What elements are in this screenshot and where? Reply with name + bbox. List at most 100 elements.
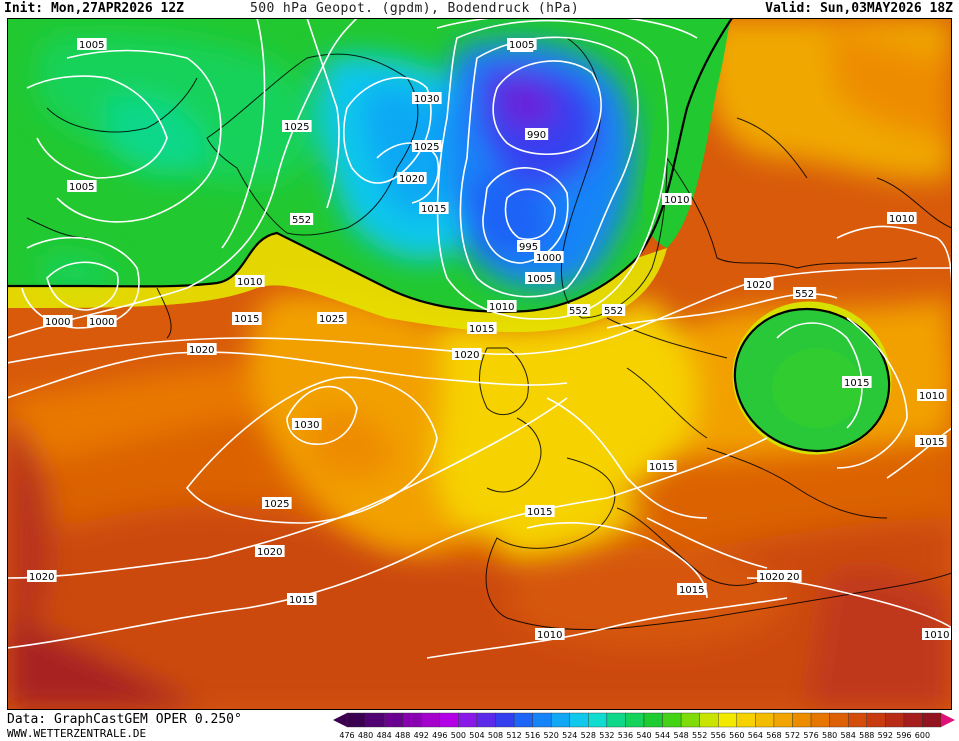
isobar-label: 1000: [87, 315, 117, 328]
isobar-label: 1005: [507, 38, 537, 51]
isobar-label: 1005: [67, 180, 97, 193]
isobar-label: 1025: [412, 140, 442, 153]
isobar-label-text: 1020: [29, 572, 54, 583]
scale-tick-label: 576: [803, 731, 818, 740]
isobar-label-text: 1015: [234, 314, 259, 325]
scale-tick-label: 596: [896, 731, 911, 740]
scale-swatch: [885, 712, 905, 728]
isobar-label: 1010: [917, 389, 947, 402]
isobar-label: 1005: [525, 272, 555, 285]
scale-swatch: [792, 712, 812, 728]
scale-tick-label: 492: [414, 731, 429, 740]
scale-swatch: [421, 712, 441, 728]
scale-min-arrow: [333, 713, 347, 727]
isobar-label-text: 1025: [319, 314, 344, 325]
isobar-label-text: 1010: [889, 214, 914, 225]
isobar-label: 1025: [317, 312, 347, 325]
scale-swatch: [680, 712, 700, 728]
isobar-label: 552: [793, 287, 817, 300]
isobar-label: 1015: [419, 202, 449, 215]
scale-swatch: [532, 712, 552, 728]
scale-swatch: [810, 712, 830, 728]
isobar-label-text: 1000: [45, 317, 70, 328]
isobar-labels: 1005102510301025102010151005100099599099…: [27, 38, 952, 641]
isobar-label: 1015: [467, 322, 497, 335]
isobar-label-text: 1015: [421, 204, 446, 215]
isobar-label-text: 1025: [264, 499, 289, 510]
isobar-label: 1020: [452, 348, 482, 361]
scale-tick-label: 516: [525, 731, 540, 740]
isobar-label-text: 552: [292, 215, 311, 226]
isobar-label: 552: [602, 304, 626, 317]
isobar-label-text: 990: [527, 130, 546, 141]
map-title: 500 hPa Geopot. (gpdm), Bodendruck (hPa): [250, 1, 580, 16]
scale-tick-label: 488: [395, 731, 410, 740]
isobar-label: 1010: [662, 193, 692, 206]
init-time: Init: Mon,27APR2026 12Z: [4, 1, 185, 16]
coastlines: [26, 37, 952, 631]
scale-tick-label: 512: [506, 731, 521, 740]
data-source: Data: GraphCastGEM OPER 0.250°: [7, 712, 242, 727]
isobar-label: 1015: [842, 376, 872, 389]
scale-swatch: [736, 712, 756, 728]
isobar-label-text: 1000: [536, 253, 561, 264]
isobar-label: 1015: [917, 435, 947, 448]
scale-swatch: [495, 712, 515, 728]
scale-tick-label: 588: [859, 731, 874, 740]
isobar-label: 1015: [232, 312, 262, 325]
isobar-label: 1020: [397, 172, 427, 185]
isobar-label-text: 995: [519, 242, 538, 253]
scale-tick-label: 500: [451, 731, 466, 740]
isobar-label-text: 1005: [509, 40, 534, 51]
scale-tick-label: 484: [376, 731, 391, 740]
isobar-label: 1020: [757, 570, 787, 583]
forecast-map[interactable]: 1005102510301025102010151005100099599099…: [7, 18, 952, 710]
isobar-label-text: 552: [569, 306, 588, 317]
scale-tick-label: 584: [841, 731, 856, 740]
scale-swatch: [903, 712, 923, 728]
scale-tick-label: 540: [636, 731, 651, 740]
isobar-label-text: 1015: [919, 437, 944, 448]
isobar-label-text: 1020: [399, 174, 424, 185]
isobar-label: 1010: [487, 300, 517, 313]
isobar-label: 1020: [187, 343, 217, 356]
isobar-label-text: 552: [795, 289, 814, 300]
scale-swatch: [458, 712, 478, 728]
isobar-label-text: 1020: [759, 572, 784, 583]
scale-swatch: [383, 712, 403, 728]
scale-tick-label: 572: [785, 731, 800, 740]
scale-tick-label: 548: [673, 731, 688, 740]
isobar-label-text: 1020: [746, 280, 771, 291]
isobar-label-text: 1020: [454, 350, 479, 361]
scale-tick-label: 600: [915, 731, 930, 740]
isobar-label: 1015: [677, 583, 707, 596]
isobar-label: 1005: [77, 38, 107, 51]
color-scale-ticks: 476 480 484 488 492 496 500 504 508 512 516 520 524 5…: [339, 731, 930, 740]
isobar-label: 1030: [292, 418, 322, 431]
valid-time: Valid: Sun,03MAY2026 18Z: [765, 1, 953, 16]
isobar-label: 552: [567, 304, 591, 317]
scale-swatch: [365, 712, 385, 728]
scale-tick-label: 544: [655, 731, 670, 740]
scale-swatch: [550, 712, 570, 728]
scale-swatch: [346, 712, 366, 728]
scale-swatch: [662, 712, 682, 728]
geopotential-field: [7, 18, 952, 710]
scale-tick-label: 564: [748, 731, 763, 740]
isobar-label-text: 1005: [79, 40, 104, 51]
isobar-label-text: 1000: [89, 317, 114, 328]
scale-swatch: [439, 712, 459, 728]
isobar-label: 1025: [262, 497, 292, 510]
website-credit[interactable]: WWW.WETTERZENTRALE.DE: [7, 727, 147, 740]
scale-swatch: [476, 712, 496, 728]
isobar-label-text: 1020: [189, 345, 214, 356]
scale-swatch: [625, 712, 645, 728]
scale-tick-label: 568: [766, 731, 781, 740]
scale-tick-label: 520: [544, 731, 559, 740]
isobar-label: 1010: [535, 628, 565, 641]
isobar-label: 990: [525, 128, 549, 141]
scale-swatch: [513, 712, 533, 728]
isobar-label-text: 1015: [844, 378, 869, 389]
isobar-label-text: 1015: [649, 462, 674, 473]
